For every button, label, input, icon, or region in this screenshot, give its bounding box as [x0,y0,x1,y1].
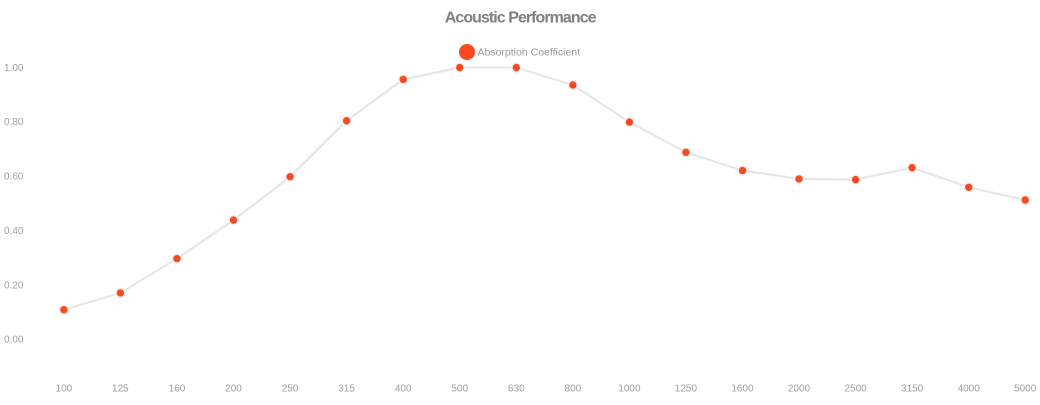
svg-text:Acoustic Performance: Acoustic Performance [445,10,597,27]
svg-text:1250: 1250 [675,384,698,395]
svg-text:4000: 4000 [958,384,981,395]
svg-text:0.80: 0.80 [4,117,24,128]
svg-text:Absorption Coefficient: Absorption Coefficient [478,46,581,58]
svg-text:200: 200 [225,384,242,395]
svg-text:800: 800 [565,384,582,395]
svg-text:2500: 2500 [844,384,867,395]
svg-text:0.20: 0.20 [4,280,24,291]
svg-text:500: 500 [451,384,468,395]
svg-text:315: 315 [338,384,355,395]
svg-text:3150: 3150 [901,384,924,395]
svg-text:0.40: 0.40 [4,226,24,237]
svg-text:125: 125 [112,384,129,395]
svg-text:100: 100 [56,384,73,395]
svg-text:400: 400 [395,384,412,395]
svg-text:250: 250 [282,384,299,395]
svg-text:1.00: 1.00 [4,63,24,74]
svg-text:5000: 5000 [1014,384,1037,395]
svg-text:1600: 1600 [731,384,754,395]
svg-text:630: 630 [508,384,525,395]
svg-text:160: 160 [169,384,186,395]
svg-text:0.00: 0.00 [4,335,24,346]
svg-text:0.60: 0.60 [4,172,24,183]
svg-text:1000: 1000 [618,384,641,395]
svg-text:2000: 2000 [788,384,811,395]
